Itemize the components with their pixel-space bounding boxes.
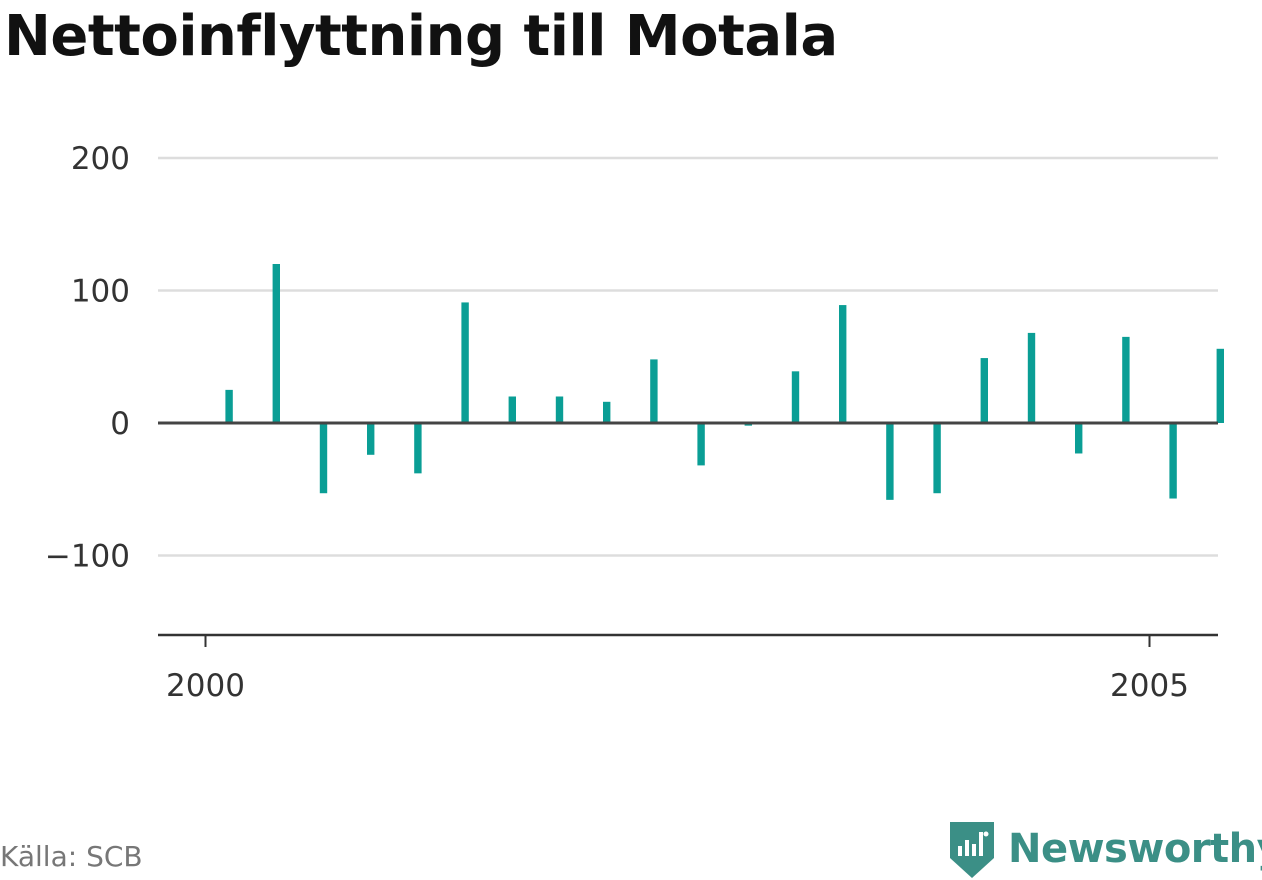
- bar-2002-q1: [603, 401, 611, 423]
- bar-2001-q4: [555, 396, 564, 423]
- brand-logo: Newsworthy: [948, 818, 1262, 880]
- chart-title: Nettoinflyttning till Motala: [4, 4, 838, 69]
- bar-2004-q3: [1075, 423, 1083, 454]
- bar-2004-q1: [980, 358, 988, 423]
- bars: [225, 264, 1224, 500]
- y-tick-label: 200: [71, 141, 130, 177]
- bar-2003-q3: [886, 423, 894, 500]
- bar-2001-q1: [414, 423, 422, 474]
- source-note: Källa: SCB: [0, 840, 143, 873]
- bar-2002-q2: [650, 359, 658, 423]
- x-tick-label: 2000: [166, 668, 245, 704]
- y-tick-label: −100: [45, 539, 130, 575]
- bar-2000-q3: [319, 423, 328, 494]
- bar-2004-q2: [1027, 332, 1036, 423]
- bar-2003-q1: [791, 371, 800, 423]
- bar-2004-q4: [1122, 336, 1130, 423]
- newsworthy-logo-icon: [950, 822, 994, 878]
- bar-2000-q2: [272, 264, 280, 423]
- bar-2005-q2: [1216, 348, 1224, 423]
- brand-name: Newsworthy: [1008, 826, 1262, 872]
- bar-2003-q2: [839, 305, 847, 423]
- axes: [158, 421, 1218, 647]
- x-tick-label: 2005: [1110, 668, 1189, 704]
- bar-2005-q1: [1169, 423, 1177, 499]
- bar-2000-q4: [367, 423, 375, 455]
- bar-2001-q3: [508, 396, 516, 423]
- bar-2000-q1: [225, 389, 233, 423]
- y-tick-label: 0: [110, 406, 130, 442]
- bar-2002-q3: [697, 423, 705, 466]
- bar-2003-q4: [933, 423, 941, 494]
- y-tick-label: 100: [71, 274, 130, 310]
- gridlines: [158, 156, 1218, 557]
- bar-2001-q2: [461, 302, 469, 423]
